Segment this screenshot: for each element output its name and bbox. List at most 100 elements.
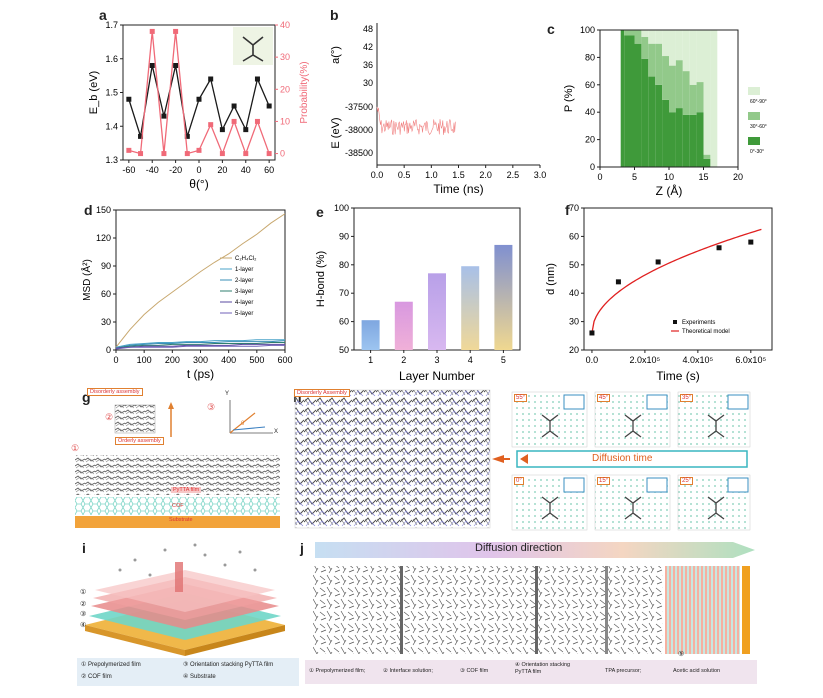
x-tick-label-b: 1.5 [452,170,465,180]
x-tick-label-f: 2.0x10⁵ [630,355,661,365]
i-legend-3: ③ Orientation stacking PyTTA film [183,662,274,668]
h-angle-45: 45° [597,394,611,402]
bar-c-1 [641,36,649,59]
y2-tick-label-a: 0 [280,149,285,159]
y-tick-label-b-bottom: -38500 [345,148,373,158]
data-point-a [126,96,132,102]
x-tick-label-e: 5 [501,355,506,365]
x-tick-label-f: 0.0 [586,355,599,365]
y-tick-label-e: 100 [334,203,349,213]
data-point-a [231,103,237,109]
x-tick-label-c: 5 [632,172,637,182]
i-legend: ① Prepolymerized film ③ Orientation stac… [77,658,299,686]
data-point-a [138,151,144,157]
chart-e: 1 2 3 4 5 50 60 70 80 90 100 Layer Number H-bond (%) [315,203,521,383]
y-tick-label-f: 30 [569,317,579,327]
legend-label-f: Theoretical model [682,329,730,335]
y-tick-label-f: 60 [569,231,579,241]
data-point-a [161,113,167,119]
data-point-a [126,147,132,153]
legend-label-c: 0°-30° [750,149,764,155]
bar-c-2 [710,30,718,167]
bar-c-0 [689,114,697,167]
bar-c-0 [634,43,642,168]
data-point-a [196,96,202,102]
y-tick-label-a: 1.5 [105,88,118,98]
y-tick-label-d: 90 [101,261,111,271]
panel-label-b: b [330,7,339,23]
y-tick-label-b-top: 30 [363,78,373,88]
series-line-d-5 [115,344,285,350]
x-tick-label-e: 2 [401,355,406,365]
j-legend-3: ③ COF film [460,668,489,674]
panel-label-i: i [82,540,86,556]
g-cof-label: COF [172,503,184,509]
legend-label-d: C₂H₄Cl₂ [235,256,257,262]
legend-label-f: Experiments [682,320,715,326]
x-tick-label-a: 40 [241,165,251,175]
y-tick-label-d: 60 [101,289,111,299]
bar-c-1 [703,154,711,159]
panel-label-d: d [84,202,93,218]
bar-c-2 [641,30,649,37]
y-tick-label-e: 80 [339,260,349,270]
y-tick-label-b-top: 36 [363,60,373,70]
panel-label-g: g [82,389,91,405]
bar-c-2 [689,30,697,85]
series-line-d-2 [115,340,286,349]
bar-c-0 [675,108,683,167]
x-tick-label-c: 10 [664,172,674,182]
x-tick-label-c: 20 [733,172,743,182]
panel-label-j: j [300,540,304,556]
data-point-a [254,76,260,82]
data-point-a [219,151,225,157]
x-tick-label-d: 0 [113,355,118,365]
bar-c-2 [696,30,704,83]
panel-g: Disorderly assembly ② ③ ① Y X θ Orderly … [71,385,290,535]
bar-c-1 [669,65,676,113]
g-circle3: ③ [207,402,216,412]
data-point-a [149,63,155,68]
chart-c: 0 5 10 15 20 0 20 40 60 80 100 Z (Å) P (%) 60°-90° 30°… [563,25,767,198]
series-line-d-1 [115,339,285,348]
y-tick-label-c: 60 [585,80,595,90]
panel-label-e: e [316,204,324,220]
i-legend-4: ④ Substrate [183,674,216,680]
data-point-a [219,127,225,133]
j-legend-5: TPA precursor; [605,668,642,674]
y-tick-label-f: 40 [569,288,579,298]
g-substrate-label: Substrate [169,517,193,523]
x-axis-label-d: t (ps) [187,367,214,381]
data-point-f [589,330,595,336]
i-num-2: ② [80,601,87,608]
y2-axis-label-a: Probability(%) [299,61,310,123]
data-point-a [243,127,249,133]
j-legend-6: Acetic acid solution [673,668,721,674]
data-point-a [161,151,167,157]
y-axis-label-e: H-bond (%) [315,251,327,307]
bar-e [461,266,480,350]
bar-c-1 [662,56,669,100]
legend-marker-f [673,320,677,324]
chart-d: 0 100 200 300 400 500 600 0 30 60 90 120 150 t (ps) MS… [80,205,293,381]
x-tick-label-e: 3 [434,355,439,365]
h-angle-0: 0° [514,477,524,485]
data-point-a [138,133,144,139]
y-tick-label-d: 0 [106,345,111,355]
y-axis-label-c: P (%) [563,85,575,112]
panel-label-f: f [565,202,570,218]
data-point-a [196,147,202,153]
model-curve-f [591,228,762,334]
x-tick-label-a: -40 [146,165,159,175]
panel-label-a: a [99,7,107,23]
legend-swatch-c [748,112,760,120]
h-angle-15: 15° [597,477,611,485]
bar-c-2 [648,30,656,44]
data-point-a [184,151,190,157]
data-point-f [716,245,722,251]
energy-trace-b [376,106,456,136]
g-circle2: ② [105,412,114,422]
data-point-a [208,76,214,82]
y-tick-label-e: 50 [339,345,349,355]
data-point-f [655,259,661,265]
